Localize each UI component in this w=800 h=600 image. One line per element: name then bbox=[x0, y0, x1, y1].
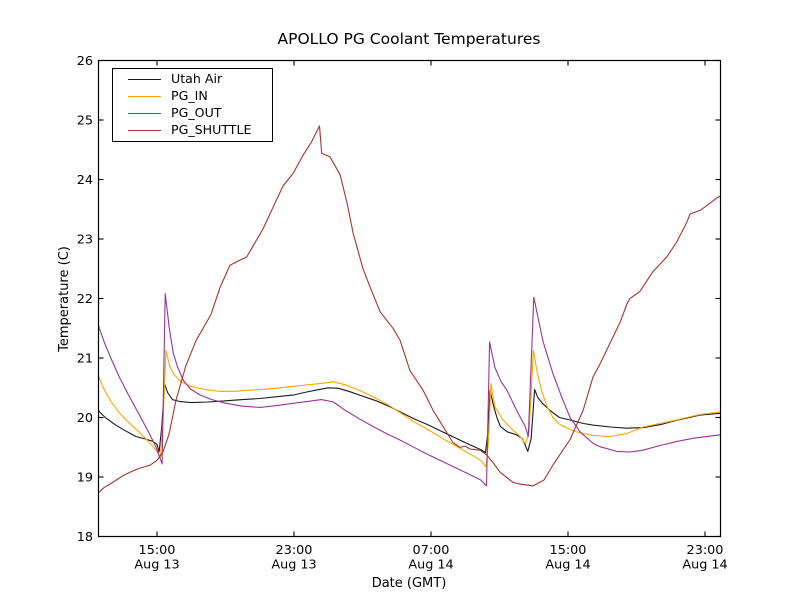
legend-label: PG_OUT bbox=[171, 105, 222, 121]
y-tick-label: 25 bbox=[77, 114, 93, 129]
x-tick-label-time: 23:00 bbox=[687, 543, 724, 558]
y-axis-ticks: 18 19 20 21 22 23 24 25 26 bbox=[77, 54, 721, 545]
y-tick-label: 21 bbox=[77, 352, 93, 367]
legend: Utah Air PG_IN PG_OUT PG_SHUTTLE bbox=[112, 68, 273, 142]
series-line-pg-out bbox=[98, 293, 721, 487]
legend-item: Utah Air bbox=[113, 71, 272, 88]
legend-item: PG_IN bbox=[113, 88, 272, 105]
series-line-pg-in bbox=[98, 349, 721, 468]
x-tick-label-time: 07:00 bbox=[413, 543, 450, 558]
y-tick-label: 23 bbox=[77, 233, 93, 248]
legend-line-swatch bbox=[128, 113, 161, 114]
x-tick-label-date: Aug 14 bbox=[408, 558, 453, 573]
x-tick-label-date: Aug 14 bbox=[682, 558, 727, 573]
y-axis-label: Temperature (C) bbox=[57, 246, 72, 352]
series-line-pg-shuttle bbox=[98, 125, 721, 494]
y-tick-label: 19 bbox=[77, 471, 93, 486]
x-tick-label-time: 15:00 bbox=[550, 543, 587, 558]
y-tick-label: 24 bbox=[77, 173, 93, 188]
x-tick-label-time: 15:00 bbox=[139, 543, 176, 558]
y-tick-label: 26 bbox=[77, 54, 93, 69]
legend-label: Utah Air bbox=[171, 71, 223, 87]
x-tick-label-date: Aug 13 bbox=[271, 558, 316, 573]
y-tick-label: 20 bbox=[77, 411, 93, 426]
legend-item: PG_OUT bbox=[113, 105, 272, 122]
series-lines bbox=[98, 125, 721, 494]
x-tick-label-date: Aug 14 bbox=[545, 558, 590, 573]
x-tick-label-date: Aug 13 bbox=[134, 558, 179, 573]
legend-label: PG_IN bbox=[171, 88, 208, 104]
legend-item: PG_SHUTTLE bbox=[113, 122, 272, 139]
x-axis-label: Date (GMT) bbox=[371, 576, 447, 591]
y-tick-label: 22 bbox=[77, 292, 93, 307]
legend-line-swatch bbox=[128, 130, 161, 131]
x-tick-label-time: 23:00 bbox=[276, 543, 313, 558]
legend-line-swatch bbox=[128, 79, 161, 80]
legend-label: PG_SHUTTLE bbox=[171, 122, 252, 138]
chart-title: APOLLO PG Coolant Temperatures bbox=[277, 30, 541, 48]
legend-line-swatch bbox=[128, 96, 161, 97]
y-tick-label: 18 bbox=[77, 530, 93, 545]
